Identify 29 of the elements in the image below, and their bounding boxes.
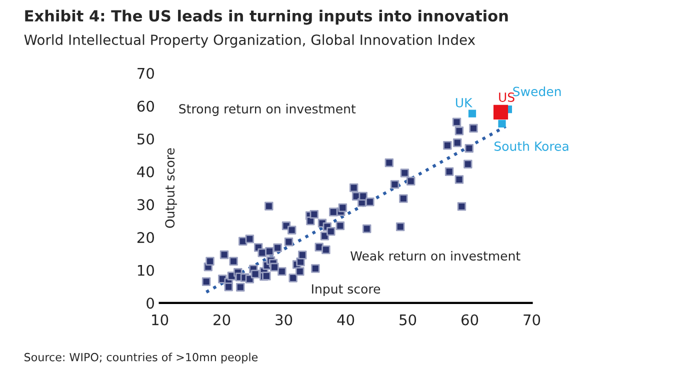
x-tick-label: 50 bbox=[400, 314, 416, 326]
annotation: Sweden bbox=[513, 86, 561, 96]
annotation: Weak return on investment bbox=[350, 250, 520, 261]
point bbox=[493, 104, 508, 120]
annotation: US bbox=[499, 92, 514, 102]
y-tick-label: 30 bbox=[137, 199, 154, 210]
annotation: UK bbox=[456, 98, 473, 108]
x-axis-title: Input score bbox=[312, 284, 380, 296]
y-tick-label: 10 bbox=[138, 264, 154, 276]
x-tick-label: 70 bbox=[524, 314, 540, 326]
y-tick-label: 60 bbox=[137, 100, 154, 112]
chart-title: Exhibit 4: The US leads in turning inputs into innovation bbox=[25, 10, 508, 25]
chart-subtitle: World Intellectual Property Organization, Global Innovation Index bbox=[24, 34, 476, 48]
source-note: Source: WIPO; countries of >10mn people bbox=[24, 352, 258, 364]
annotation: Strong return on investment bbox=[179, 104, 356, 116]
y-tick-label: 50 bbox=[138, 134, 154, 145]
x-tick-label: 40 bbox=[337, 314, 354, 326]
y-tick-label: 20 bbox=[137, 232, 154, 244]
y-axis-title: Output score bbox=[165, 148, 178, 228]
y-tick-label: 0 bbox=[146, 298, 154, 309]
x-tick-label: 60 bbox=[462, 314, 478, 326]
annotation: South Korea bbox=[494, 141, 568, 151]
point bbox=[468, 110, 476, 118]
x-tick-label: 20 bbox=[214, 314, 230, 326]
x-tick-label: 10 bbox=[152, 314, 168, 326]
x-tick-label: 30 bbox=[276, 314, 292, 326]
point bbox=[498, 120, 506, 128]
y-tick-label: 40 bbox=[137, 166, 154, 178]
y-tick-label: 70 bbox=[138, 68, 154, 79]
